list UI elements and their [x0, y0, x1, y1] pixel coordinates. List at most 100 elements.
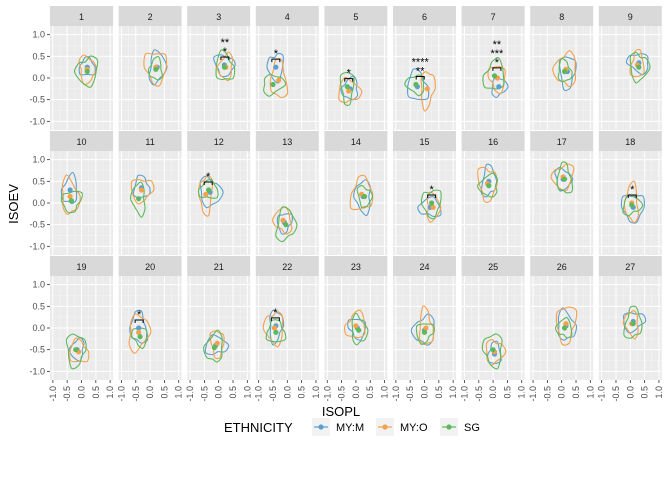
contour-my-o — [622, 309, 639, 340]
mean-point-sg — [356, 327, 362, 333]
x-tick-label: 0.5 — [228, 386, 238, 399]
panel-label: 14 — [351, 137, 361, 147]
mean-point-sg — [486, 183, 492, 189]
panel-25: 25 — [461, 256, 525, 380]
panel-7: 7****** — [461, 6, 525, 130]
contour-sg — [351, 312, 369, 346]
contour-my-o — [143, 52, 168, 87]
panel-strip — [118, 256, 182, 276]
mean-point-sg — [68, 198, 75, 204]
contour-my-m — [276, 213, 293, 235]
panel-label: 1 — [79, 12, 84, 22]
significance-label: ** — [416, 66, 425, 78]
mean-point-sg — [561, 176, 568, 182]
x-tick-label: 0.0 — [420, 386, 430, 399]
mean-point-sg — [206, 187, 212, 193]
contour-my-o — [69, 337, 90, 363]
panel-5: 5* — [324, 6, 388, 130]
contour-my-o — [338, 76, 363, 104]
panel-label: 10 — [76, 137, 86, 147]
mean-point-my-m — [136, 325, 142, 331]
x-tick-label: -0.5 — [131, 386, 141, 402]
x-tick-label: -0.5 — [199, 386, 209, 402]
y-tick-label: 0.5 — [32, 176, 45, 186]
contour-my-o — [262, 310, 284, 348]
contour-my-o — [269, 58, 289, 99]
x-tick-label: 0.5 — [365, 386, 375, 399]
panel-strip — [255, 131, 319, 151]
x-tick-label: -1.0 — [459, 386, 469, 402]
panel-strip — [530, 256, 594, 276]
panel-strip — [50, 256, 113, 276]
x-tick-label: 1.0 — [242, 386, 252, 399]
contour-my-m — [204, 334, 230, 356]
contour-sg — [131, 327, 148, 349]
mean-point-sg — [491, 73, 498, 79]
contour-sg — [404, 74, 425, 97]
contour-sg — [60, 190, 83, 214]
legend-key-point — [382, 424, 388, 430]
y-tick-label: 0.5 — [32, 301, 45, 311]
significance-bracket — [415, 76, 425, 80]
x-tick-label: 0.0 — [77, 386, 87, 399]
y-tick-label: -1.0 — [29, 241, 45, 251]
panel-19: 19 — [50, 256, 113, 380]
x-tick-label: 1.0 — [105, 386, 115, 399]
panel-strip — [393, 256, 456, 276]
contour-my-o — [420, 71, 436, 112]
mean-point-sg — [153, 66, 159, 72]
contour-my-m — [60, 171, 78, 204]
panel-label: 9 — [628, 12, 633, 22]
mean-point-sg — [361, 193, 368, 200]
panel-strip — [461, 6, 525, 26]
panel-17: 17 — [530, 131, 594, 255]
x-tick-label: 0.5 — [434, 386, 444, 399]
contour-my-m — [78, 56, 96, 76]
mean-point-sg — [636, 64, 642, 70]
contour-my-o — [78, 54, 97, 86]
x-tick-label: -0.5 — [337, 386, 347, 402]
panel-strip — [187, 6, 251, 26]
contour-sg — [130, 181, 146, 218]
mean-point-my-o — [138, 187, 145, 193]
panel-strip — [50, 131, 113, 151]
panel-label: 20 — [145, 262, 155, 272]
x-tick-label: 0.5 — [159, 386, 169, 399]
panel-12: 12 * — [187, 131, 251, 255]
panel-23: 23 — [324, 256, 388, 380]
contour-my-o — [128, 313, 152, 354]
significance-bracket — [203, 181, 213, 185]
contour-my-m — [269, 309, 285, 346]
significance-label: * — [273, 307, 278, 319]
y-tick-label: -1.0 — [29, 366, 45, 376]
x-tick-label: -1.0 — [254, 386, 264, 402]
contour-my-o — [418, 305, 435, 346]
panel-label: 17 — [557, 137, 567, 147]
x-tick-label: 0.5 — [502, 386, 512, 399]
significance-bracket — [344, 78, 354, 82]
mean-point-my-m — [273, 64, 279, 70]
x-tick-label: 0.5 — [640, 386, 650, 399]
x-tick-label: 0.0 — [488, 386, 498, 399]
significance-label: * — [206, 171, 211, 183]
mean-point-sg — [421, 329, 428, 335]
x-tick-label: 1.0 — [174, 386, 184, 399]
mean-point-my-m — [496, 84, 502, 90]
x-tick-label: 0.0 — [351, 386, 361, 399]
x-tick-label: -0.5 — [405, 386, 415, 402]
mean-point-sg — [561, 68, 568, 75]
panel-26: 26 — [530, 256, 594, 380]
panel-strip — [461, 131, 525, 151]
panel-strip — [255, 6, 319, 26]
significance-label: *** — [490, 48, 504, 60]
x-tick-label: -0.5 — [542, 386, 552, 402]
panel-strip — [461, 256, 525, 276]
contour-sg — [147, 56, 163, 81]
contour-sg — [557, 58, 573, 83]
panel-strip — [393, 131, 456, 151]
panel-strip — [255, 256, 319, 276]
mean-point-sg — [344, 84, 350, 90]
mean-point-sg — [630, 321, 636, 327]
mean-point-my-o — [424, 86, 430, 92]
contour-my-m — [620, 194, 645, 224]
